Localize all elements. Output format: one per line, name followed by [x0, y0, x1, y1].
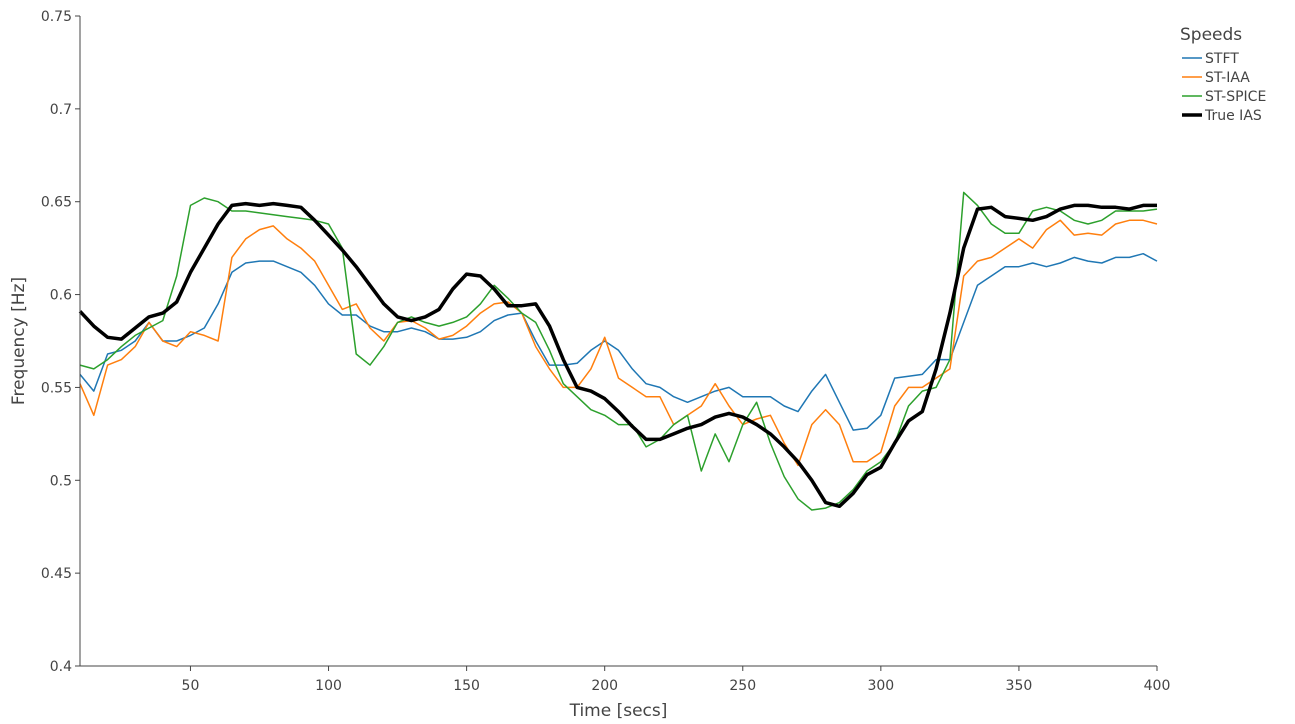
y-tick-label: 0.45	[41, 566, 72, 582]
series-line-true-ias	[78, 201, 1157, 509]
legend-item[interactable]: STFT	[1182, 51, 1239, 67]
y-axis-title: Frequency [Hz]	[9, 277, 29, 405]
legend-label: ST-IAA	[1205, 70, 1250, 86]
y-tick-label: 0.4	[50, 659, 72, 675]
x-tick-label: 300	[867, 678, 894, 694]
x-tick-label: 100	[315, 678, 342, 694]
series-line-st-spice	[79, 191, 1158, 511]
y-tick-label: 0.75	[41, 9, 72, 25]
x-tick-label: 50	[182, 678, 200, 694]
y-tick-label: 0.6	[50, 288, 72, 304]
legend-item[interactable]: ST-SPICE	[1182, 89, 1266, 105]
legend: Speeds STFT ST-IAA ST-SPICE True IAS	[1180, 25, 1266, 124]
x-axis-title: Time [secs]	[569, 701, 668, 721]
x-axis: 50 100 150 200 250 300 350 400	[80, 665, 1171, 694]
legend-label: STFT	[1205, 51, 1239, 67]
legend-label: ST-SPICE	[1205, 89, 1266, 105]
legend-label: True IAS	[1204, 108, 1262, 124]
y-tick-label: 0.5	[50, 473, 72, 489]
y-axis: 0.4 0.45 0.5 0.55 0.6 0.65 0.7 0.75	[41, 9, 81, 675]
x-tick-label: 350	[1006, 678, 1033, 694]
series-line-stft	[79, 252, 1158, 431]
x-tick-label: 200	[591, 678, 618, 694]
legend-item[interactable]: True IAS	[1182, 108, 1262, 124]
y-tick-label: 0.65	[41, 195, 72, 211]
y-tick-label: 0.55	[41, 380, 72, 396]
y-tick-label: 0.7	[50, 102, 72, 118]
x-tick-label: 400	[1144, 678, 1171, 694]
legend-item[interactable]: ST-IAA	[1182, 70, 1250, 86]
legend-title: Speeds	[1180, 25, 1242, 45]
series-layer	[78, 191, 1158, 511]
series-line-st-iaa	[79, 219, 1158, 467]
x-tick-label: 150	[453, 678, 480, 694]
x-tick-label: 250	[729, 678, 756, 694]
